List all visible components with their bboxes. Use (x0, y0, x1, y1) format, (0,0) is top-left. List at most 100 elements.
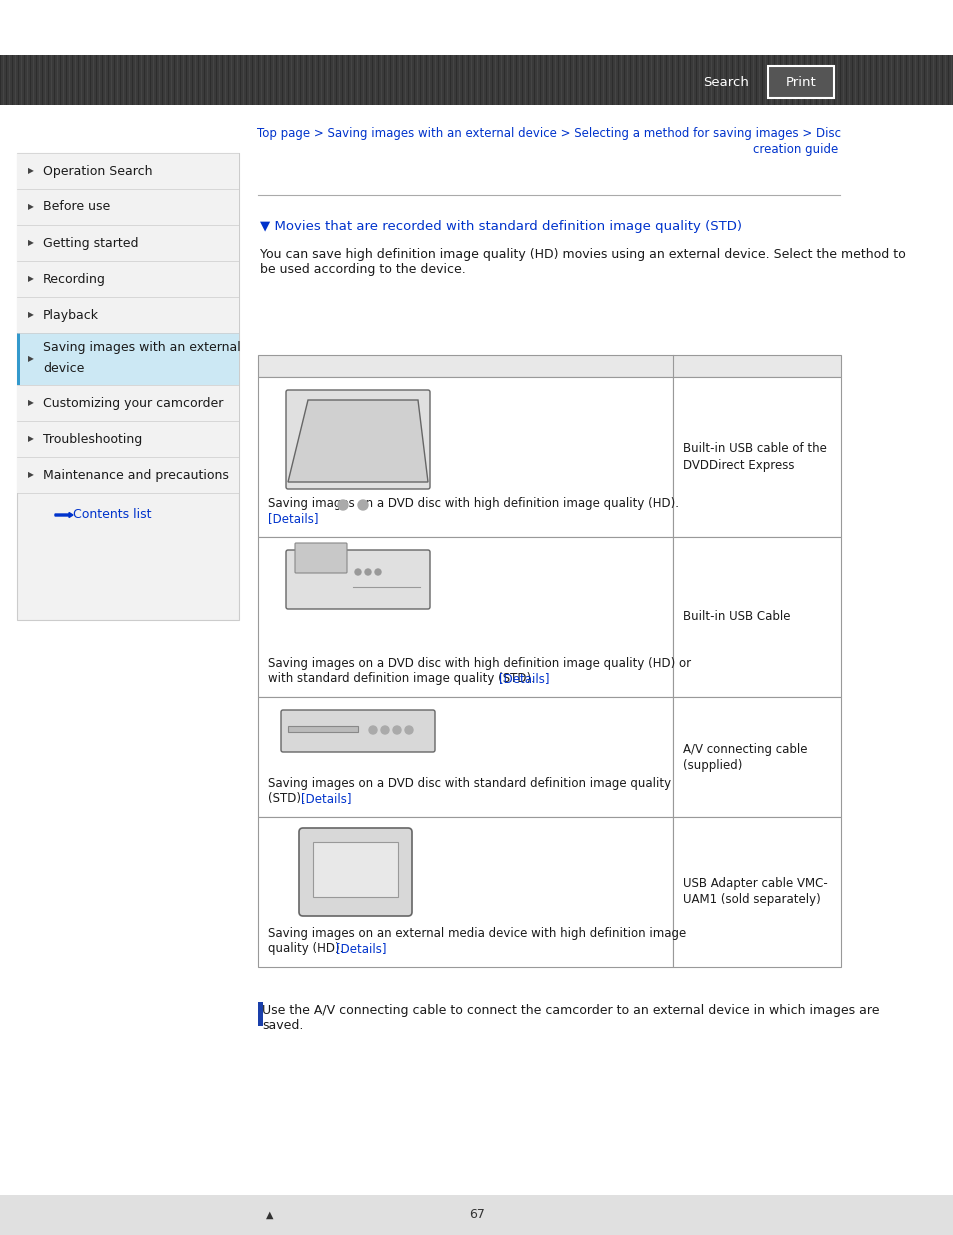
Bar (555, 56, 556, 105)
Bar (429, 56, 430, 105)
Bar (767, 56, 768, 105)
Bar (257, 537, 672, 697)
Bar (303, 56, 304, 105)
Bar (944, 56, 945, 105)
Bar (15, 56, 16, 105)
Bar (780, 56, 781, 105)
Text: Search: Search (702, 75, 748, 89)
Bar (215, 56, 216, 105)
Bar (363, 56, 364, 105)
Bar (90, 56, 91, 105)
Bar (152, 56, 153, 105)
Bar (126, 56, 127, 105)
Bar (926, 56, 927, 105)
Bar (351, 56, 352, 105)
Text: ▶: ▶ (28, 238, 34, 247)
Bar (435, 56, 436, 105)
Bar (836, 56, 837, 105)
Bar (497, 56, 498, 105)
Text: ▶: ▶ (28, 310, 34, 320)
Bar (257, 1002, 263, 1026)
Bar (171, 56, 172, 105)
Bar (722, 56, 723, 105)
Bar (135, 56, 136, 105)
Bar (887, 56, 888, 105)
Bar (782, 56, 783, 105)
Bar (210, 56, 211, 105)
Bar (45, 56, 46, 105)
Bar (306, 56, 307, 105)
Bar (393, 56, 394, 105)
Bar (312, 56, 313, 105)
Bar (201, 56, 202, 105)
Text: 67: 67 (469, 1209, 484, 1221)
Bar (138, 56, 139, 105)
Bar (908, 56, 909, 105)
Bar (437, 56, 438, 105)
Bar (872, 56, 873, 105)
Bar (471, 56, 472, 105)
Bar (84, 56, 85, 105)
Bar (485, 56, 486, 105)
Bar (405, 56, 406, 105)
Bar (228, 56, 229, 105)
Bar (99, 56, 100, 105)
Bar (605, 56, 606, 105)
Bar (794, 56, 795, 105)
Bar (489, 56, 490, 105)
Bar (278, 56, 280, 105)
Bar (545, 56, 546, 105)
Bar (893, 56, 894, 105)
Bar (120, 56, 121, 105)
Bar (419, 56, 420, 105)
Text: ▶: ▶ (28, 354, 34, 363)
Text: Saving images on a DVD disc with standard definition image quality: Saving images on a DVD disc with standar… (268, 777, 670, 790)
Bar (78, 56, 79, 105)
Text: ▶: ▶ (28, 399, 34, 408)
Bar (225, 56, 226, 105)
Circle shape (405, 726, 413, 734)
Bar (788, 56, 789, 105)
Bar (192, 56, 193, 105)
Bar (654, 56, 655, 105)
Bar (548, 56, 550, 105)
Bar (629, 56, 630, 105)
Bar (914, 56, 915, 105)
Bar (842, 56, 843, 105)
Bar (102, 56, 103, 105)
Bar (701, 56, 702, 105)
Text: [Details]: [Details] (336, 942, 386, 955)
Bar (447, 56, 448, 105)
Bar (246, 56, 247, 105)
Bar (66, 56, 67, 105)
Bar (869, 56, 870, 105)
Bar (929, 56, 930, 105)
Bar (608, 56, 609, 105)
Bar (296, 56, 297, 105)
Bar (299, 56, 301, 105)
Bar (129, 56, 130, 105)
Bar (710, 56, 711, 105)
Bar (257, 377, 672, 537)
Bar (198, 56, 199, 105)
Text: Recording: Recording (43, 273, 106, 285)
Bar (377, 56, 378, 105)
Bar (17, 457, 239, 493)
Bar (443, 56, 444, 105)
Bar (177, 56, 178, 105)
Bar (317, 56, 318, 105)
Bar (650, 56, 651, 105)
Bar (150, 56, 151, 105)
Text: Saving images on an external media device with high definition image: Saving images on an external media devic… (268, 927, 685, 940)
Bar (39, 56, 40, 105)
Text: You can save high definition image quality (HD) movies using an external device.: You can save high definition image quali… (260, 248, 904, 261)
Bar (92, 56, 94, 105)
Bar (884, 56, 885, 105)
Text: ▶: ▶ (28, 167, 34, 175)
Text: (STD).: (STD). (268, 792, 304, 805)
Text: Use the A/V connecting cable to connect the camcorder to an external device in w: Use the A/V connecting cable to connect … (262, 1004, 879, 1016)
Bar (257, 818, 672, 967)
Bar (165, 56, 166, 105)
Bar (338, 56, 339, 105)
Bar (950, 56, 951, 105)
